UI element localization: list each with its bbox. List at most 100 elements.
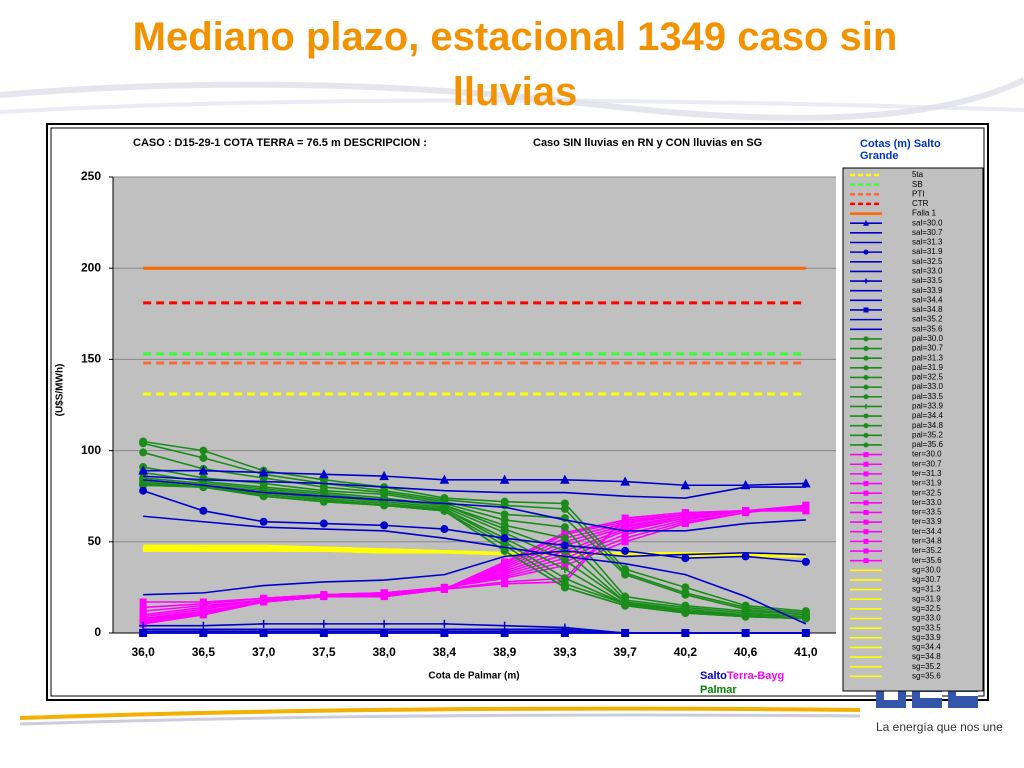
marker — [621, 565, 630, 574]
marker — [501, 578, 509, 586]
legend-label: sal=34.8 — [912, 305, 943, 314]
annotation: Palmar — [700, 684, 737, 696]
series-line — [143, 504, 806, 603]
series-line — [142, 466, 806, 616]
marker — [440, 629, 449, 637]
legend-label: sg=33.9 — [912, 633, 941, 642]
marker — [560, 623, 569, 632]
marker — [139, 611, 147, 619]
y-tick-label: 100 — [81, 443, 101, 457]
x-tick-label: 39,7 — [613, 645, 637, 659]
series-line — [143, 623, 806, 634]
marker — [863, 442, 869, 448]
x-tick-label: 38,4 — [433, 645, 457, 659]
marker — [681, 583, 690, 592]
legend-title: Cotas (m) Salto Grande — [860, 138, 941, 162]
x-tick-label: 39,3 — [553, 645, 577, 659]
legend-label: sg=30.7 — [912, 575, 941, 584]
marker — [863, 423, 869, 429]
marker — [801, 629, 810, 637]
marker — [863, 432, 869, 438]
marker — [681, 588, 690, 597]
x-axis-label: Cota de Palmar (m) — [428, 671, 519, 682]
legend-label: sg=35.6 — [912, 671, 941, 680]
marker — [681, 629, 690, 637]
legend-label: pal=31.9 — [912, 363, 943, 372]
x-tick-label: 38,0 — [372, 645, 396, 659]
legend-label: ter=31.3 — [912, 469, 942, 478]
legend-label: pal=33.0 — [912, 382, 943, 391]
marker — [621, 531, 629, 539]
marker — [139, 607, 147, 615]
legend-label: sal=33.0 — [912, 267, 943, 276]
marker — [560, 474, 570, 484]
legend-label: ter=32.5 — [912, 488, 942, 497]
marker — [863, 355, 869, 361]
marker — [440, 494, 449, 503]
marker — [440, 525, 449, 534]
marker — [863, 500, 869, 506]
marker — [621, 538, 629, 546]
marker — [863, 558, 869, 564]
marker — [621, 592, 630, 601]
chart-subtitle: Caso SIN lluvias en RN y CON lluvias en … — [533, 137, 762, 149]
marker — [380, 619, 389, 628]
marker — [863, 278, 869, 284]
legend-label: ter=33.0 — [912, 498, 942, 507]
marker — [500, 621, 509, 630]
marker — [199, 473, 208, 482]
marker — [621, 629, 630, 637]
marker — [801, 557, 810, 566]
marker — [863, 394, 869, 400]
chart-title: CASO : D15-29-1 COTA TERRA = 76.5 m DESC… — [133, 137, 427, 149]
marker — [681, 601, 690, 610]
marker — [863, 403, 869, 409]
marker — [380, 589, 388, 597]
marker — [863, 384, 869, 390]
marker — [501, 574, 509, 582]
marker — [560, 574, 569, 583]
legend-label: sal=30.0 — [912, 218, 943, 227]
legend-label: sg=31.3 — [912, 585, 941, 594]
marker — [863, 336, 869, 342]
marker — [258, 467, 269, 477]
y-tick-label: 50 — [88, 534, 102, 548]
x-tick-label: 41,0 — [794, 645, 818, 659]
series-line — [143, 471, 806, 618]
series-line — [143, 478, 806, 618]
marker — [741, 601, 750, 610]
marker — [863, 481, 869, 487]
marker — [138, 465, 148, 475]
legend-label: CTR — [912, 199, 929, 208]
legend-label: sal=32.5 — [912, 257, 943, 266]
y-tick-label: 200 — [81, 260, 101, 274]
marker — [863, 509, 869, 515]
marker — [440, 583, 448, 591]
marker — [139, 598, 147, 606]
series-line — [143, 440, 806, 612]
marker — [863, 346, 869, 352]
slide-title: Mediano plazo, estacional 1349 caso sin … — [132, 15, 898, 114]
series-line — [143, 504, 806, 612]
legend-label: ter=35.2 — [912, 546, 942, 555]
marker — [863, 519, 869, 525]
marker — [560, 499, 569, 508]
plot-area — [113, 177, 836, 633]
marker — [440, 619, 449, 628]
marker — [863, 471, 869, 477]
marker — [139, 448, 148, 457]
marker — [319, 629, 328, 637]
legend-label: sg=34.8 — [912, 652, 941, 661]
marker — [863, 529, 869, 535]
legend-label: PTI — [912, 189, 924, 198]
legend-label: sal=33.9 — [912, 286, 943, 295]
series-line — [143, 478, 806, 532]
marker — [198, 465, 209, 475]
legend-label: pal=34.8 — [912, 421, 943, 430]
marker — [199, 453, 208, 462]
marker — [681, 520, 689, 528]
marker — [863, 538, 869, 544]
legend-label: pal=30.7 — [912, 344, 943, 353]
marker — [863, 413, 869, 419]
legend-label: pal=35.2 — [912, 430, 943, 439]
